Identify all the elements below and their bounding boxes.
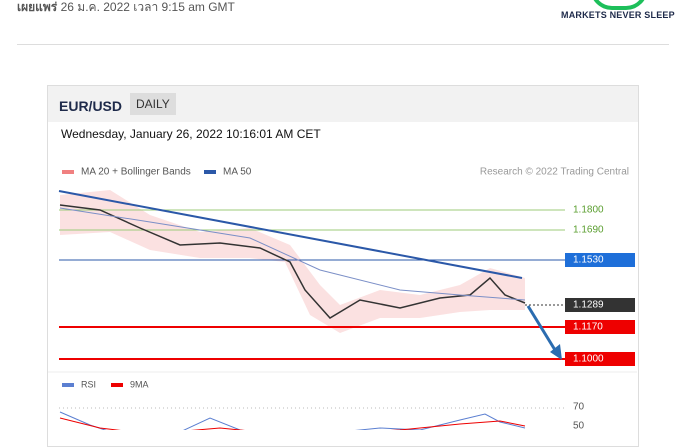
rsi-tick: 70 (573, 402, 585, 413)
legend-label: MA 50 (223, 167, 252, 178)
trend-line (58, 190, 523, 279)
chart-header: EUR/USD DAILY (48, 86, 638, 122)
bollinger-band (60, 190, 525, 333)
level-box (565, 320, 635, 334)
rsi-line (59, 411, 526, 430)
rsi-tick: 50 (573, 421, 585, 430)
level-label: 1.1170 (573, 322, 603, 333)
credit: Research © 2022 Trading Central (480, 167, 629, 178)
chart: Wednesday, January 26, 2022 10:16:01 AM … (48, 127, 637, 430)
level-box (565, 253, 635, 267)
page: เผยแพร่ 26 ม.ค. 2022 เวลา 9:15 am GMT MA… (17, 0, 675, 447)
arrow (526, 305, 557, 351)
legend-swatch (62, 170, 74, 174)
level-label: 1.1800 (573, 205, 604, 216)
level-box (565, 202, 613, 218)
legend-swatch (204, 170, 216, 174)
arrow-head (550, 344, 562, 360)
chart-panel: EUR/USD DAILY (47, 85, 639, 447)
legend-label: RSI (81, 379, 96, 389)
price-line (59, 204, 526, 319)
legend-label: MA 20 + Bollinger Bands (81, 167, 191, 178)
publish-date: 26 ม.ค. 2022 เวลา 9:15 am GMT (60, 0, 235, 14)
rsi-ma-line (59, 417, 526, 430)
byline: เผยแพร่ (17, 0, 58, 14)
level-label: 1.1690 (573, 225, 604, 236)
period[interactable]: DAILY (130, 93, 176, 115)
byline-row: เผยแพร่ 26 ม.ค. 2022 เวลา 9:15 am GMT (17, 0, 235, 17)
symbol: EUR/USD (59, 98, 123, 114)
level-box (565, 298, 635, 312)
level-box (565, 352, 635, 366)
level-label: 1.1289 (573, 300, 604, 311)
divider (17, 44, 669, 45)
logo-tagline: MARKETS NEVER SLEEP (561, 10, 675, 20)
timestamp: Wednesday, January 26, 2022 10:16:01 AM … (61, 127, 321, 141)
legend-swatch (111, 383, 123, 387)
ma-line (59, 207, 526, 301)
legend-swatch (62, 383, 74, 387)
level-label: 1.1000 (573, 354, 604, 365)
level-label: 1.1530 (573, 255, 604, 266)
legend-label: 9MA (130, 379, 149, 389)
